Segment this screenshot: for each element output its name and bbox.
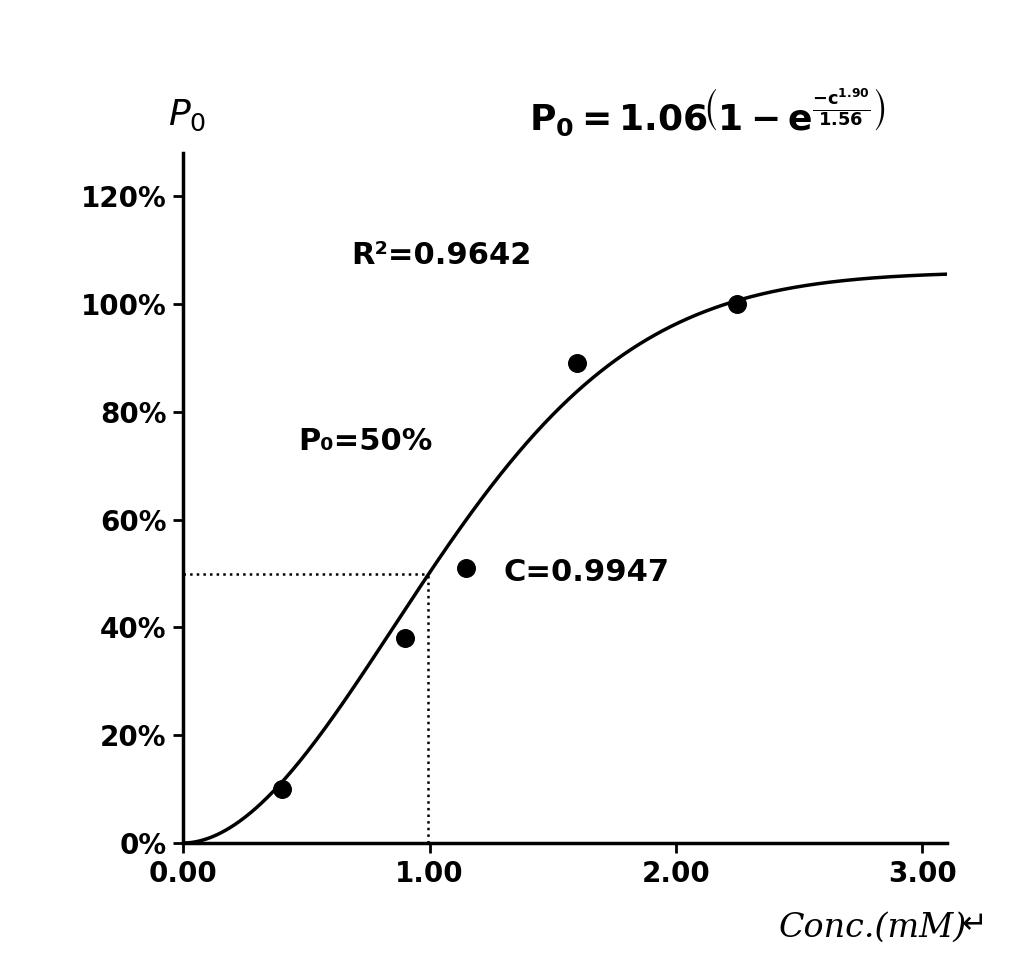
Text: $\mathbf{P_0 = 1.06\!\left(1 - e^{\frac{-c^{1.90}}{1.56}}\right)}$: $\mathbf{P_0 = 1.06\!\left(1 - e^{\frac{… xyxy=(529,86,887,138)
Text: C=0.9947: C=0.9947 xyxy=(504,558,670,587)
Point xyxy=(458,560,474,576)
Point xyxy=(397,630,413,646)
Point xyxy=(569,355,585,371)
Text: R²=0.9642: R²=0.9642 xyxy=(351,240,531,269)
Point xyxy=(729,297,745,312)
Text: Conc.(mM): Conc.(mM) xyxy=(779,912,967,944)
Point xyxy=(274,782,290,797)
Text: P₀=50%: P₀=50% xyxy=(297,427,432,456)
Text: $P_0$: $P_0$ xyxy=(168,98,206,132)
Text: ↵: ↵ xyxy=(962,910,987,939)
